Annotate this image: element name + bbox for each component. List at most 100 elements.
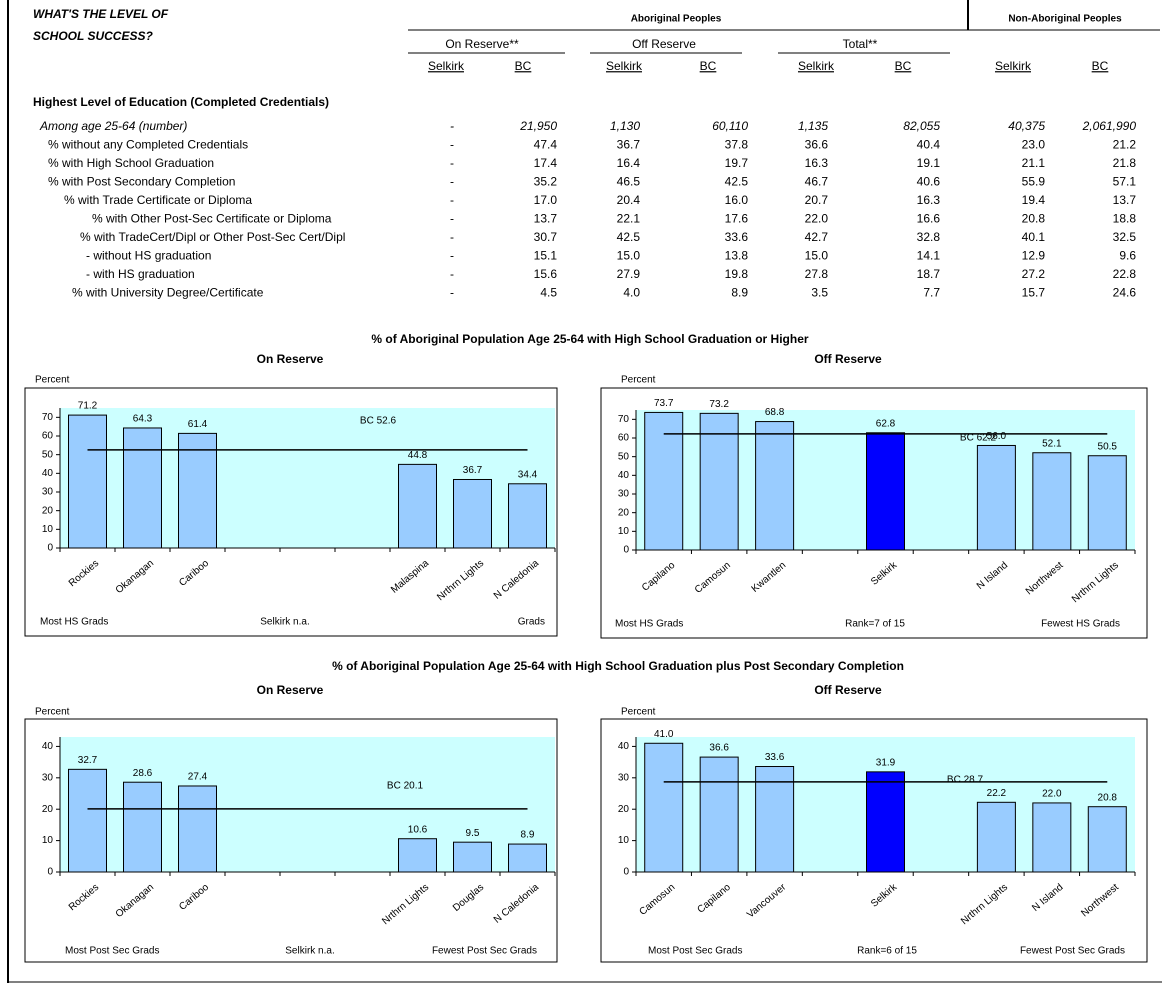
value-label: 22.0: [1042, 789, 1062, 800]
bar: [976, 801, 1016, 873]
bar: [1032, 452, 1072, 551]
table-cell: 15.6: [534, 267, 558, 281]
value-label: 20.8: [1098, 792, 1118, 803]
row-label: Among age 25-64 (number): [39, 119, 187, 133]
y-tick-label: 50: [42, 449, 54, 460]
table-cell: 60,110: [712, 119, 748, 133]
table-cell: 82,055: [903, 119, 940, 133]
chart-note: Most Post Sec Grads: [65, 946, 159, 957]
y-tick-label: 70: [618, 414, 630, 425]
table-cell: 32.8: [917, 230, 941, 244]
value-label: 33.6: [765, 752, 785, 763]
chart-note: Most HS Grads: [40, 617, 108, 628]
chart-title: Off Reserve: [814, 352, 882, 366]
page-title: WHAT'S THE LEVEL OF: [33, 7, 169, 21]
y-tick-label: 0: [623, 545, 629, 556]
value-label: 10.6: [408, 824, 428, 835]
table-cell: 37.8: [725, 138, 749, 152]
table-cell: 15.1: [534, 249, 558, 263]
table-cell: 42.5: [617, 230, 641, 244]
y-tick-label: 10: [618, 835, 630, 846]
value-label: 31.9: [876, 757, 896, 768]
value-label: 9.5: [466, 828, 480, 839]
chart-title: Off Reserve: [814, 683, 882, 697]
table-cell: 16.6: [917, 212, 941, 226]
reference-label: BC 62.2: [960, 433, 997, 444]
table-cell: 27.2: [1022, 267, 1046, 281]
value-label: 36.6: [709, 743, 729, 754]
y-tick-label: 10: [618, 526, 630, 537]
bar: [68, 768, 107, 873]
chart-note: Fewest Post Sec Grads: [432, 946, 537, 957]
table-cell: 18.8: [1113, 212, 1137, 226]
value-label: 50.5: [1098, 441, 1118, 452]
chart-note: Rank=7 of 15: [845, 619, 905, 630]
row-label: % with Other Post-Sec Certificate or Dip…: [92, 212, 332, 226]
y-tick-label: 0: [47, 867, 53, 878]
table-cell: -: [450, 286, 454, 300]
value-label: 73.7: [654, 398, 674, 409]
table-cell: 21.8: [1113, 156, 1137, 170]
table-cell: 24.6: [1113, 286, 1137, 300]
table-cell: 27.9: [617, 267, 641, 281]
y-tick-label: 70: [42, 412, 54, 423]
chart-note: Most Post Sec Grads: [648, 946, 742, 957]
table-cell: 13.7: [1113, 193, 1137, 207]
table-cell: 20.4: [617, 193, 641, 207]
table-cell: -: [450, 249, 454, 263]
value-label: 61.4: [188, 419, 208, 430]
row-label: % with Trade Certificate or Diploma: [64, 193, 252, 207]
bar: [644, 411, 684, 551]
row-label: % with Post Secondary Completion: [48, 175, 235, 189]
chart-heading: % of Aboriginal Population Age 25-64 wit…: [371, 332, 808, 346]
y-tick-label: 10: [42, 835, 54, 846]
table-cell: 40.4: [917, 138, 941, 152]
subgroup-header: Off Reserve: [632, 37, 696, 51]
value-label: 8.9: [521, 830, 535, 841]
bar: [1032, 802, 1072, 873]
value-label: 41.0: [654, 729, 674, 740]
value-label: 32.7: [78, 755, 98, 766]
chart-note: Fewest Post Sec Grads: [1020, 946, 1125, 957]
chart-note: Fewest HS Grads: [1041, 619, 1120, 630]
table-cell: 18.7: [917, 267, 941, 281]
value-label: 44.8: [408, 450, 428, 461]
table-cell: 23.0: [1022, 138, 1046, 152]
row-label: % with High School Graduation: [48, 156, 214, 170]
bar: [453, 841, 492, 873]
table-cell: 13.8: [725, 249, 749, 263]
column-header: BC: [895, 59, 912, 73]
y-tick-label: 0: [623, 867, 629, 878]
value-label: 68.8: [765, 407, 785, 418]
column-header: Selkirk: [798, 59, 835, 73]
table-cell: 32.5: [1113, 230, 1137, 244]
table-cell: 55.9: [1022, 175, 1046, 189]
table-cell: 40.1: [1022, 230, 1046, 244]
table-cell: 36.6: [805, 138, 829, 152]
bar: [508, 483, 547, 549]
y-axis-label: Percent: [35, 375, 70, 386]
value-label: 22.2: [987, 788, 1007, 799]
y-tick-label: 40: [42, 468, 54, 479]
table-cell: 13.7: [534, 212, 558, 226]
table-cell: 21,950: [519, 119, 557, 133]
y-tick-label: 50: [618, 451, 630, 462]
bar: [123, 781, 162, 873]
table-cell: 19.4: [1022, 193, 1046, 207]
table-cell: 40,375: [1008, 119, 1045, 133]
y-tick-label: 20: [42, 804, 54, 815]
column-header: BC: [700, 59, 717, 73]
table-cell: -: [450, 175, 454, 189]
table-cell: -: [450, 138, 454, 152]
y-tick-label: 60: [618, 433, 630, 444]
chart-heading: % of Aboriginal Population Age 25-64 wit…: [332, 659, 904, 673]
table-cell: 12.9: [1022, 249, 1046, 263]
column-header: Selkirk: [428, 59, 465, 73]
row-label: - without HS graduation: [86, 249, 211, 263]
table-cell: -: [450, 267, 454, 281]
bar: [398, 838, 437, 873]
value-label: 56.0: [987, 431, 1007, 442]
table-cell: 33.6: [725, 230, 749, 244]
bar: [178, 432, 217, 549]
